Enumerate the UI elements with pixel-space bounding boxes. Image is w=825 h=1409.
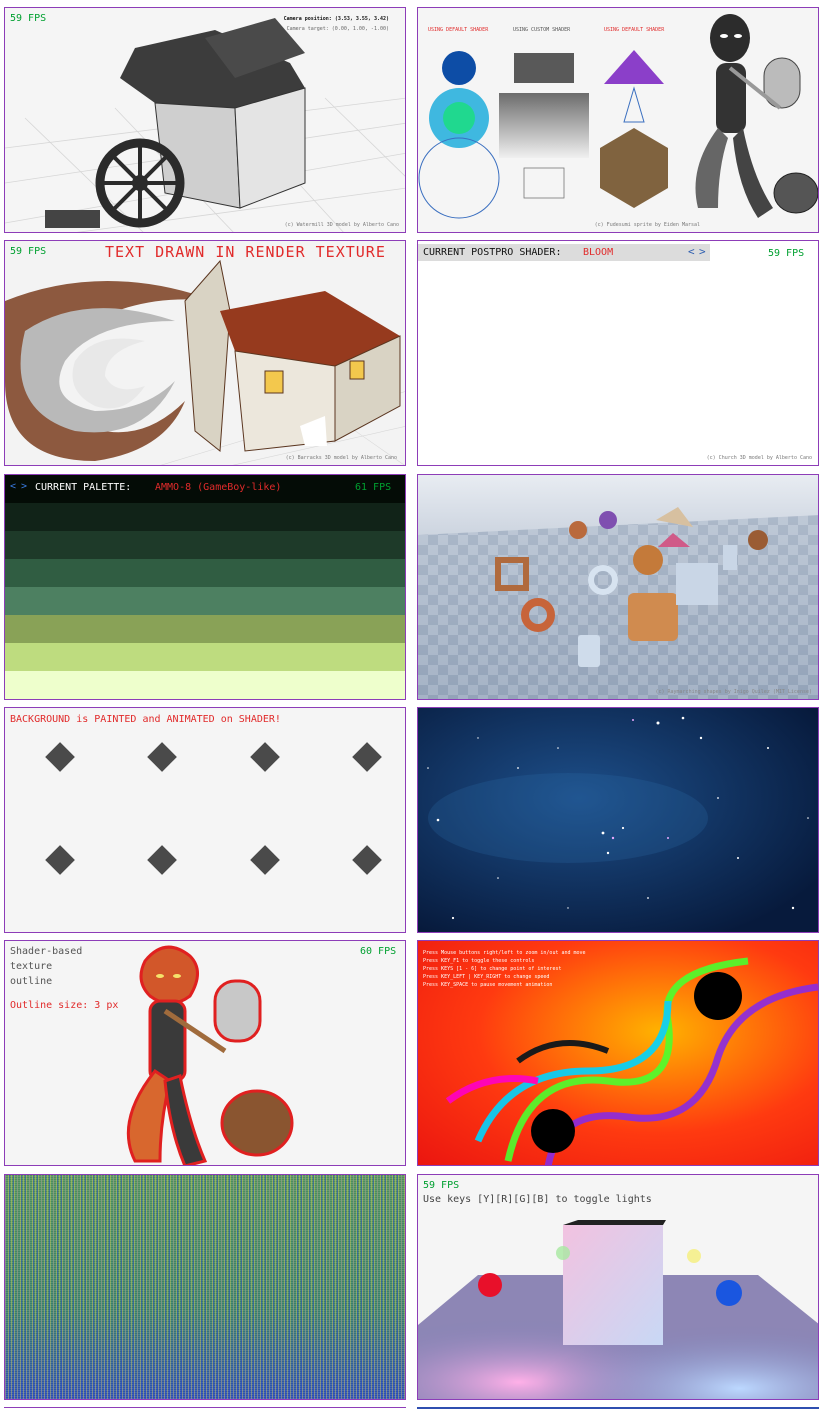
- example-card-postprocessing[interactable]: CURRENT POSTPRO SHADER: BLOOM < > 59 FPS…: [417, 240, 819, 466]
- sprite-credit: (c) Fudesumi sprite by Eiden Marsal: [594, 222, 700, 228]
- raymarching-credit: (c) Raymarching shapes by Inigo Quilez (…: [655, 689, 812, 695]
- raymarching-scene: [418, 475, 818, 699]
- church-bloom-scene: [538, 266, 688, 436]
- outline-size: Outline size: 3 px: [10, 1000, 119, 1011]
- label-default-shader-2: USING DEFAULT SHADER: [604, 27, 665, 33]
- lighting-scene: [418, 1220, 818, 1399]
- example-card-texture-drawing[interactable]: BACKGROUND is PAINTED and ANIMATED on SH…: [4, 707, 406, 933]
- barracks-swirl-scene: [5, 241, 405, 465]
- palette-band-0: [5, 475, 405, 503]
- palette-label: CURRENT PALETTE:: [35, 482, 132, 493]
- fps-counter: 59 FPS: [10, 246, 47, 257]
- next-shader-icon[interactable]: >: [699, 245, 706, 258]
- camera-target: Camera target: (0.00, 1.00, -1.00): [286, 26, 389, 32]
- palette-band-6: [5, 643, 405, 671]
- example-card-julia-set[interactable]: Press Mouse buttons right/left to zoom i…: [417, 940, 819, 1166]
- diamond-pattern: [45, 742, 382, 875]
- lights-instruction: Use keys [Y][R][G][B] to toggle lights: [423, 1194, 652, 1205]
- example-card-watermill[interactable]: 59 FPS Camera position: (3.53, 3.55, 3.4…: [4, 7, 406, 233]
- next-row-edge-right: [417, 1407, 819, 1409]
- fudesumi-sprite-outlined: [126, 945, 294, 1165]
- example-card-starfield[interactable]: [417, 707, 819, 933]
- julia-help-text: Press Mouse buttons right/left to zoom i…: [423, 949, 683, 989]
- palette-name: AMMO-8 (GameBoy-like): [155, 482, 282, 493]
- prev-shader-icon[interactable]: <: [688, 245, 695, 258]
- fudesumi-sprite-grayscale: [695, 14, 818, 218]
- example-card-noise[interactable]: [4, 1174, 406, 1400]
- palette-band-4: [5, 587, 405, 615]
- fps-counter: 60 FPS: [360, 946, 397, 957]
- palette-bands: [5, 475, 405, 699]
- background-shader-title: BACKGROUND is PAINTED and ANIMATED on SH…: [10, 714, 281, 725]
- noise-texture: [5, 1175, 405, 1399]
- starfield-scene: [418, 708, 818, 932]
- palette-band-3: [5, 559, 405, 587]
- example-card-raymarching[interactable]: (c) Raymarching shapes by Inigo Quilez (…: [417, 474, 819, 700]
- next-palette-icon[interactable]: >: [21, 481, 28, 492]
- palette-band-1: [5, 503, 405, 531]
- help-line-speed: Press KEY_LEFT | KEY_RIGHT to change spe…: [423, 974, 550, 980]
- fps-counter: 59 FPS: [10, 13, 47, 24]
- outline-title-line3: outline: [10, 976, 53, 987]
- palette-band-7: [5, 671, 405, 699]
- render-texture-title: TEXT DRAWN IN RENDER TEXTURE: [105, 243, 386, 261]
- help-line-pause: Press KEY_SPACE to pause movement animat…: [423, 982, 553, 988]
- outline-title-line1: Shader-based: [10, 946, 83, 957]
- model-credit: (c) Barracks 3D model by Alberto Cano: [285, 455, 397, 461]
- next-row-edge-left: [4, 1407, 406, 1409]
- shapes-scene: [418, 14, 818, 219]
- model-credit: (c) Watermill 3D model by Alberto Cano: [284, 222, 399, 228]
- help-line-poi: Press KEYS [1 - 6] to change point of in…: [423, 966, 562, 972]
- camera-position: Camera position: (3.53, 3.55, 3.42): [283, 16, 389, 22]
- example-card-render-texture[interactable]: 59 FPS TEXT DRAWN IN RENDER TEXTURE (c) …: [4, 240, 406, 466]
- watermill-scene: [5, 8, 405, 232]
- fps-counter: 59 FPS: [768, 248, 805, 259]
- fps-counter: 61 FPS: [355, 482, 392, 493]
- julia-fractal: [418, 941, 818, 1165]
- label-default-shader-1: USING DEFAULT SHADER: [428, 27, 489, 33]
- postpro-shader-value: BLOOM: [583, 247, 614, 258]
- shader-selector-bar: [418, 244, 710, 261]
- help-line-zoom: Press Mouse buttons right/left to zoom i…: [423, 950, 586, 956]
- outline-title-line2: texture: [10, 961, 53, 972]
- label-custom-shader: USING CUSTOM SHADER: [513, 27, 571, 33]
- palette-band-5: [5, 615, 405, 643]
- example-card-texture-outline[interactable]: Shader-based texture outline Outline siz…: [4, 940, 406, 1166]
- palette-band-2: [5, 531, 405, 559]
- model-credit: (c) Church 3D model by Alberto Cano: [706, 455, 812, 461]
- prev-palette-icon[interactable]: <: [10, 481, 17, 492]
- fps-counter: 59 FPS: [423, 1180, 460, 1191]
- example-card-shapes-textures[interactable]: USING DEFAULT SHADER USING CUSTOM SHADER…: [417, 7, 819, 233]
- example-card-palette-switch[interactable]: < > CURRENT PALETTE: AMMO-8 (GameBoy-lik…: [4, 474, 406, 700]
- postpro-label: CURRENT POSTPRO SHADER:: [423, 247, 562, 258]
- help-line-toggle: Press KEY_F1 to toggle these controls: [423, 958, 535, 964]
- example-card-basic-lighting[interactable]: 59 FPS Use keys [Y][R][G][B] to toggle l…: [417, 1174, 819, 1400]
